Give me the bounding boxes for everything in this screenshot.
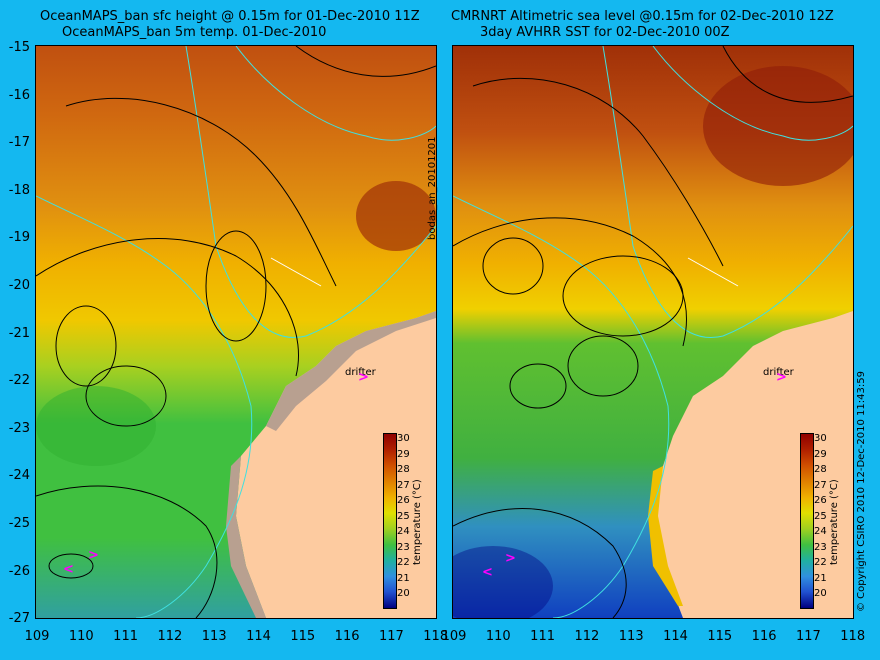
right-drifter-arrow-icon: > (776, 370, 787, 385)
x-tick-label-left: 110 (68, 629, 94, 644)
left-drifter-arrow-icon: > (358, 370, 369, 385)
left-colorbar-title: temperature (°C) (412, 479, 423, 565)
x-tick-label-left: 109 (24, 629, 50, 644)
left-title-line1: OceanMAPS_ban sfc height @ 0.15m for 01-… (40, 9, 420, 24)
x-tick-label-right: 118 (840, 629, 866, 644)
y-tick-label: -17 (8, 135, 30, 151)
colorbar-tick-label: 23 (397, 541, 410, 553)
right-drifter-cluster-icon: < (482, 565, 493, 580)
colorbar-tick-label: 20 (397, 588, 410, 599)
colorbar-tick-label: 30 (397, 433, 410, 444)
x-tick-label-left: 118 (423, 629, 449, 644)
x-tick-label-left: 113 (201, 629, 227, 644)
y-tick-label: -18 (8, 182, 30, 198)
x-tick-label-left: 112 (157, 629, 183, 644)
colorbar-tick-label: 24 (397, 526, 410, 537)
colorbar-tick-label: 21 (814, 572, 827, 584)
colorbar-tick-label: 26 (397, 495, 410, 506)
left-map-panel (35, 45, 437, 619)
colorbar-tick-label: 21 (397, 572, 410, 584)
colorbar-tick-label: 27 (814, 479, 827, 491)
y-tick-label: -20 (8, 278, 30, 293)
x-tick-label-right: 111 (530, 629, 556, 644)
right-drifter-cluster-icon-2: > (505, 551, 516, 566)
x-tick-label-right: 113 (618, 629, 644, 644)
right-title-line2: 3day AVHRR SST for 02-Dec-2010 00Z (480, 25, 730, 40)
colorbar-tick-label: 20 (814, 588, 827, 599)
right-colorbar (800, 433, 814, 609)
copyright-text: © Copyright CSIRO 2010 12-Dec-2010 11:43… (856, 371, 867, 612)
x-tick-label-right: 109 (441, 629, 467, 644)
left-colorbar (383, 433, 397, 609)
x-tick-label-right: 114 (663, 629, 688, 644)
x-tick-label-right: 112 (574, 629, 600, 644)
x-tick-label-right: 115 (707, 629, 733, 644)
left-drifter-cluster-icon-2: > (88, 548, 99, 563)
left-drifter-cluster-icon: < (63, 562, 74, 577)
colorbar-tick-label: 22 (814, 557, 827, 568)
colorbar-tick-label: 23 (814, 541, 827, 553)
x-tick-label-left: 117 (378, 629, 404, 644)
x-tick-label-right: 116 (751, 629, 777, 644)
colorbar-tick-label: 28 (814, 464, 827, 475)
x-tick-label-left: 114 (246, 629, 271, 644)
y-tick-label: -21 (8, 325, 30, 341)
x-tick-label-left: 111 (113, 629, 139, 644)
colorbar-tick-label: 27 (397, 479, 410, 491)
colorbar-tick-label: 24 (814, 526, 827, 537)
y-tick-label: -24 (8, 468, 30, 484)
left-drifter-label: drifter (345, 367, 376, 378)
y-tick-label: -19 (8, 230, 30, 246)
y-tick-label: -15 (8, 40, 30, 55)
colorbar-tick-label: 25 (397, 510, 410, 522)
y-tick-label: -16 (8, 87, 30, 103)
right-title-line1: CMRNRT Altimetric sea level @0.15m for 0… (451, 9, 834, 24)
y-tick-label: -27 (8, 611, 30, 627)
y-tick-label: -26 (8, 563, 30, 579)
y-tick-label: -23 (8, 420, 30, 436)
x-tick-label-right: 117 (795, 629, 821, 644)
y-tick-label: -22 (8, 373, 30, 389)
colorbar-tick-label: 22 (397, 557, 410, 568)
x-tick-label-left: 116 (334, 629, 360, 644)
colorbar-tick-label: 29 (814, 448, 827, 460)
right-map-panel (452, 45, 854, 619)
colorbar-tick-label: 30 (814, 433, 827, 444)
right-colorbar-title: temperature (°C) (829, 479, 840, 565)
right-drifter-label: drifter (763, 367, 794, 378)
colorbar-tick-label: 26 (814, 495, 827, 506)
left-panel-side-label: bodas_an_20101201 (427, 136, 438, 240)
colorbar-tick-label: 25 (814, 510, 827, 522)
colorbar-tick-label: 28 (397, 464, 410, 475)
y-tick-label: -25 (8, 516, 30, 531)
x-tick-label-right: 110 (485, 629, 511, 644)
colorbar-tick-label: 29 (397, 448, 410, 460)
x-tick-label-left: 115 (290, 629, 316, 644)
left-title-line2: OceanMAPS_ban 5m temp. 01-Dec-2010 (62, 25, 327, 40)
